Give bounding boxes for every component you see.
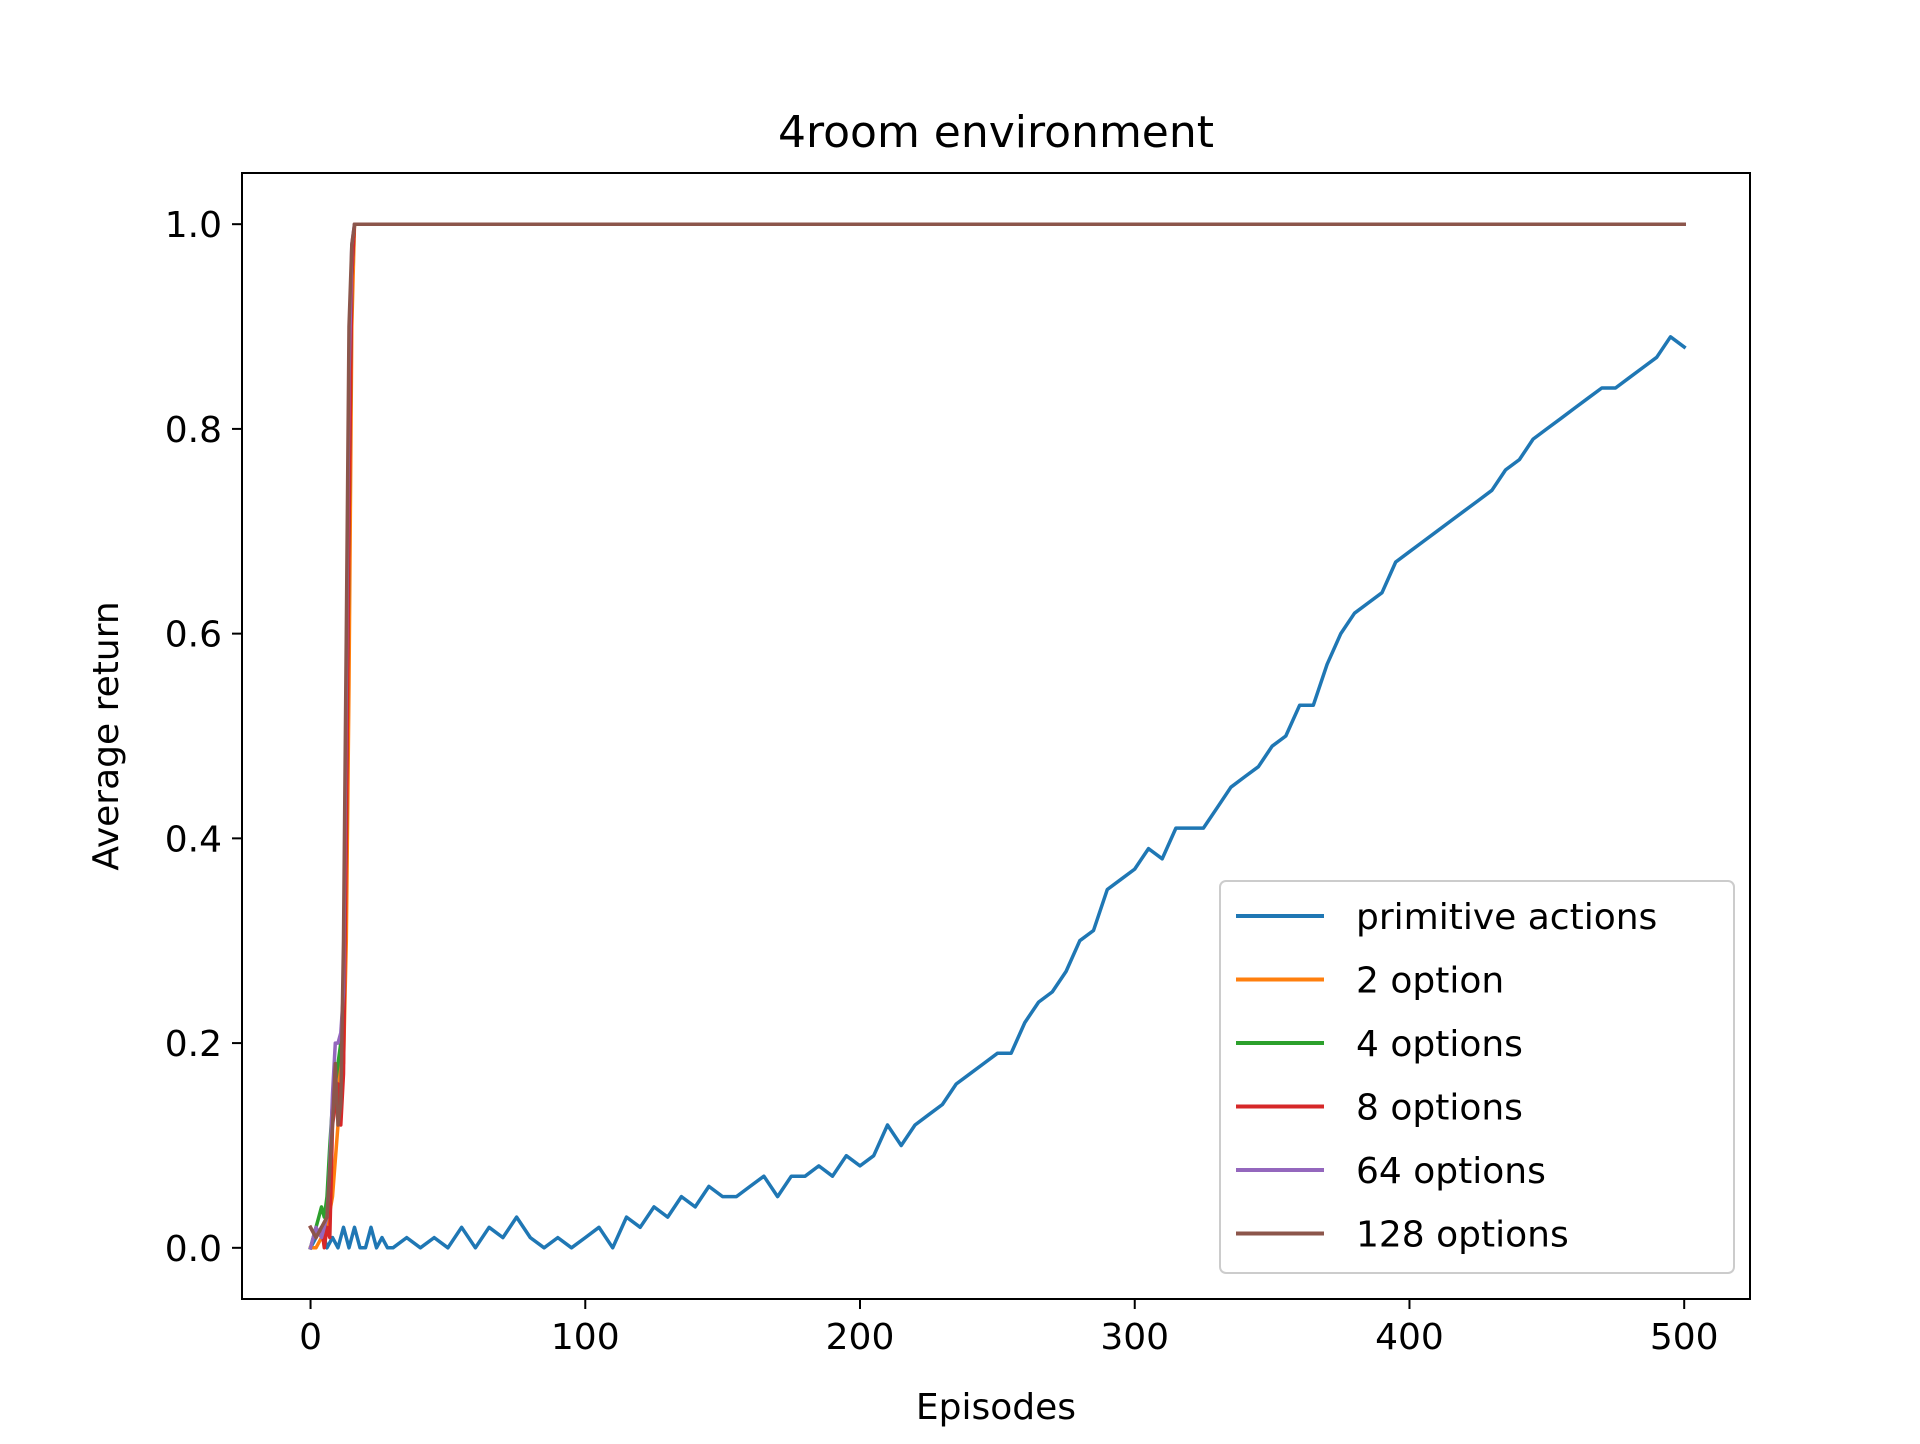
y-tick-label: 0.6	[165, 615, 222, 656]
y-tick-label: 0.0	[165, 1229, 222, 1270]
legend: primitive actions 2 option 4 options 8 opti…	[1219, 880, 1735, 1274]
x-tick-label: 100	[551, 1317, 620, 1358]
chart-title: 4room environment	[778, 107, 1214, 158]
y-tick-label: 0.8	[165, 410, 222, 451]
x-tick-label: 200	[826, 1317, 895, 1358]
y-tick-label: 1.0	[165, 205, 222, 246]
legend-label: 128 options	[1356, 1215, 1569, 1256]
plot-area-frame	[241, 172, 1751, 1300]
series-layer	[308, 222, 1687, 1251]
x-tick-label: 0	[299, 1317, 322, 1358]
y-tick-label: 0.2	[165, 1024, 222, 1065]
series-line-6	[308, 222, 1686, 1240]
series-line-1	[308, 335, 1687, 1251]
x-axis-label: Episodes	[916, 1387, 1076, 1428]
legend-box	[1219, 880, 1735, 1274]
x-tick-label: 400	[1375, 1317, 1444, 1358]
legend-label: 4 options	[1356, 1024, 1523, 1065]
y-tick-label: 0.4	[165, 819, 222, 860]
x-tick-label: 500	[1650, 1317, 1719, 1358]
legend-label: 8 options	[1356, 1088, 1523, 1129]
x-tick-label: 300	[1100, 1317, 1169, 1358]
ticks-layer: 0 100 200 300 400 500 0.0 0.2 0.4 0.6 0.8 1.0	[165, 205, 1719, 1358]
legend-label: primitive actions	[1356, 897, 1657, 938]
y-axis-label: Average return	[86, 601, 127, 870]
legend-label: 64 options	[1356, 1151, 1546, 1192]
legend-label: 2 option	[1356, 961, 1504, 1002]
